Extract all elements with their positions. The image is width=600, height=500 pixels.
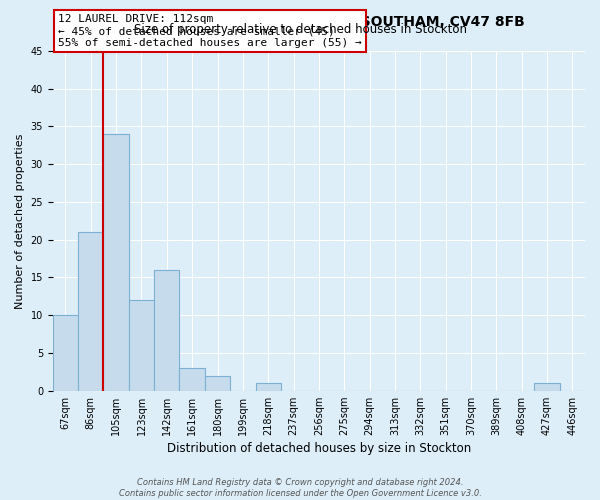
Bar [179,368,205,390]
Bar [103,134,129,390]
Text: Size of property relative to detached houses in Stockton: Size of property relative to detached ho… [133,22,467,36]
Bar [129,300,154,390]
Text: 12 LAUREL DRIVE: 112sqm
← 45% of detached houses are smaller (45)
55% of semi-de: 12 LAUREL DRIVE: 112sqm ← 45% of detache… [58,14,362,48]
Text: Contains HM Land Registry data © Crown copyright and database right 2024.
Contai: Contains HM Land Registry data © Crown c… [119,478,481,498]
Bar [205,376,230,390]
Bar [78,232,103,390]
Bar [535,383,560,390]
Y-axis label: Number of detached properties: Number of detached properties [15,133,25,308]
Title: 12, LAUREL DRIVE, STOCKTON, SOUTHAM, CV47 8FB: 12, LAUREL DRIVE, STOCKTON, SOUTHAM, CV4… [113,15,525,29]
Bar [256,383,281,390]
Bar [53,315,78,390]
X-axis label: Distribution of detached houses by size in Stockton: Distribution of detached houses by size … [167,442,471,455]
Bar [154,270,179,390]
